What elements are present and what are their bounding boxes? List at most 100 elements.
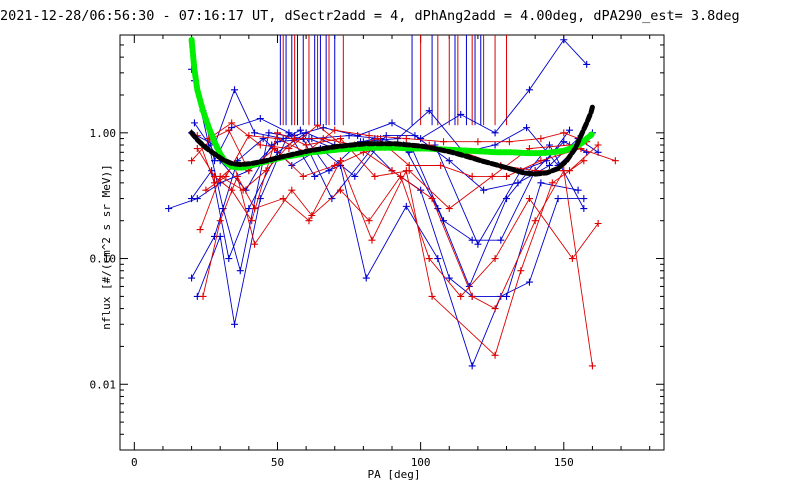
series-marker (231, 86, 239, 94)
series-marker (165, 205, 173, 213)
series-marker (491, 129, 499, 137)
black-fit-curve (189, 104, 595, 177)
series-marker (308, 211, 316, 219)
series-marker (331, 126, 339, 134)
series-marker (251, 205, 259, 213)
series-marker (566, 167, 574, 175)
series-marker (537, 135, 545, 143)
series-marker (328, 195, 336, 203)
series-marker (445, 274, 453, 282)
series-marker (468, 236, 476, 244)
series-marker (568, 255, 576, 263)
series-marker (523, 124, 531, 132)
series-marker (188, 157, 196, 165)
series-marker (273, 135, 281, 143)
series-marker (251, 240, 259, 248)
series-marker (474, 240, 482, 248)
series-marker (336, 186, 344, 194)
series-marker (428, 292, 436, 300)
series-marker (554, 195, 562, 203)
series-marker (190, 119, 198, 127)
series-marker (248, 217, 256, 225)
series-marker (434, 205, 442, 213)
series-marker (216, 232, 224, 240)
series-marker (560, 36, 568, 44)
series-marker (525, 86, 533, 94)
series-marker (365, 132, 373, 140)
series-marker (545, 141, 553, 149)
series-marker (491, 141, 499, 149)
series-marker (202, 186, 210, 194)
series-marker (574, 186, 582, 194)
x-tick-label: 0 (131, 456, 138, 469)
series-marker (514, 179, 522, 187)
series-marker (425, 255, 433, 263)
series-marker (199, 292, 207, 300)
series-marker (611, 157, 619, 165)
series-marker (302, 141, 310, 149)
series-marker (368, 236, 376, 244)
series-marker (256, 141, 264, 149)
series-marker (474, 138, 482, 146)
series-line-1 (191, 135, 599, 279)
series-marker (437, 161, 445, 169)
series-marker (588, 362, 596, 370)
series-marker (231, 320, 239, 328)
y-axis-label: nflux [#/(cm^2 s sr MeV)] (100, 164, 113, 330)
series-marker (291, 135, 299, 143)
series-marker (525, 195, 533, 203)
series-marker (457, 110, 465, 118)
series-marker (228, 119, 236, 127)
series-line-10 (202, 159, 585, 357)
series-marker (259, 135, 267, 143)
chart-title: 2021-12-28/06:56:30 - 07:16:17 UT, dSect… (0, 8, 740, 24)
series-marker (548, 179, 556, 187)
series-marker (497, 236, 505, 244)
series-marker (225, 255, 233, 263)
series-marker (480, 186, 488, 194)
x-axis-label: PA [deg] (368, 468, 421, 481)
series-marker (388, 167, 396, 175)
series-marker (445, 205, 453, 213)
series-marker (271, 145, 279, 153)
y-tick-label: 0.10 (90, 253, 117, 266)
series-marker (505, 138, 513, 146)
series-marker (256, 115, 264, 123)
series-marker (594, 141, 602, 149)
series-marker (311, 172, 319, 180)
series-marker (468, 292, 476, 300)
series-line-12 (205, 129, 587, 191)
series-marker (468, 362, 476, 370)
series-marker (236, 267, 244, 275)
plot-area: 0 50 100 150 0.01 0.10 1.00 (90, 34, 665, 469)
series-marker (394, 135, 402, 143)
x-tick-label: 150 (554, 456, 574, 469)
series-marker (382, 132, 390, 140)
series-marker (299, 172, 307, 180)
x-tick-label: 100 (411, 456, 431, 469)
series-marker (583, 148, 591, 156)
y-tick-label: 0.01 (90, 378, 117, 391)
x-tick-label: 50 (271, 456, 284, 469)
series-marker (397, 172, 405, 180)
series-marker (517, 267, 525, 275)
series-marker (491, 255, 499, 263)
series-marker (537, 157, 545, 165)
series-marker (580, 195, 588, 203)
series-marker (491, 351, 499, 359)
series-marker (225, 126, 233, 134)
series-marker (296, 126, 304, 134)
series-marker (503, 292, 511, 300)
series-marker (305, 217, 313, 225)
series-marker (285, 145, 293, 153)
series-line-8 (199, 138, 593, 366)
series-marker (583, 60, 591, 68)
green-fit-curve (188, 36, 596, 171)
series-line-7 (193, 80, 585, 288)
series-marker (196, 226, 204, 234)
series-marker (457, 292, 465, 300)
series-marker (425, 107, 433, 115)
series-marker (265, 129, 273, 137)
